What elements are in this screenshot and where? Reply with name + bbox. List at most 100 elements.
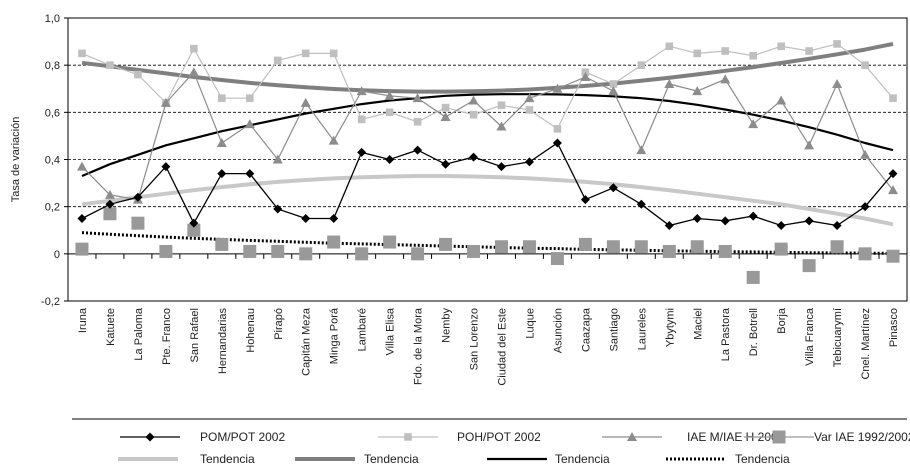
data-point-triangle [328,135,339,145]
y-tick-label: 1,0 [45,13,60,25]
data-point-triangle [496,121,507,131]
data-point-diamond [105,199,115,209]
series-line [81,43,894,130]
x-category-label: Tebicuarymí [832,308,844,367]
x-category-label: Hohenau [245,308,257,353]
x-category-label: Hernandarias [217,308,229,375]
data-point-diamond [888,169,898,179]
data-point-big-square [772,430,786,444]
data-point-diamond [357,147,367,157]
x-category-label: Minga Porá [329,307,341,364]
trend-line [81,174,894,227]
data-point-diamond [273,204,283,214]
data-point-big-square [858,247,872,261]
legend-item: Tendencia [295,452,419,466]
data-point-triangle [636,145,647,155]
data-point-triangle [580,71,591,81]
data-point-big-square [271,244,285,258]
data-point-big-square [690,240,704,254]
data-point-square [497,101,506,110]
series-pom-pot-2002 [77,138,898,231]
x-category-label: Dr. Botrell [748,308,760,356]
data-point-diamond [804,216,814,226]
x-category-label: Santiago [608,308,620,351]
x-category-label: Pirapó [273,308,285,340]
legend-label: Tendencia [200,452,255,466]
x-category-label: Ciudad del Este [496,308,508,386]
x-category-label: San Rafael [189,308,201,362]
x-category-label: Cnel. Martínez [860,308,872,380]
data-point-diamond [441,159,451,169]
data-point-big-square [299,247,313,261]
data-point-diamond [77,213,87,223]
legend: POM/POT 2002 POH/POT 2002 IAE M/IAE H 2002… [72,418,910,466]
x-category-label: La Pastora [720,307,732,361]
data-point-square [301,49,310,58]
data-point-triangle [76,161,87,171]
data-point-square [413,117,422,126]
data-point-triangle [608,86,619,96]
legend-label: Tendencia [364,452,419,466]
data-point-diamond [217,169,227,179]
data-point-triangle [188,67,199,77]
data-point-square [245,94,254,102]
x-category-label: Ybytymi [664,308,676,347]
data-point-triangle [748,119,759,129]
trend-lines [81,41,894,255]
x-category-label: Pinasco [888,308,900,347]
data-point-square [357,115,366,124]
data-point-diamond [832,221,842,231]
trend-line [81,41,894,94]
data-point-diamond [301,213,311,223]
legend-item: Tendencia [487,452,610,466]
data-point-diamond [145,432,155,442]
legend-label: IAE M/IAE H 2002 [687,430,785,444]
data-point-triangle [860,149,871,159]
legend-item: Tendencia [118,452,255,466]
data-point-diamond [860,202,870,212]
data-point-big-square [606,240,620,254]
series-poh-pot-2002 [78,40,897,133]
data-point-diamond [580,195,590,205]
data-point-square [190,44,198,53]
data-point-diamond [692,213,702,223]
legend-item: Var IAE 1992/2002 [744,430,910,444]
legend-label: Tendencia [555,452,610,466]
data-point-triangle [216,137,227,147]
data-point-big-square [774,242,788,256]
series-line [81,142,894,227]
data-point-triangle [300,97,311,107]
x-category-label: La Paloma [133,307,145,360]
series-iae-m-iae-h-2002 [76,67,899,204]
data-point-square [525,106,534,114]
data-point-square [106,61,114,69]
series-var-iae-1992-2002 [75,207,900,284]
data-point-diamond [133,192,143,202]
data-point-big-square [634,240,648,254]
x-category-label: Lambaré [357,308,369,351]
data-point-square [385,108,394,117]
data-point-big-square [439,237,453,251]
data-point-square [78,49,86,58]
data-point-triangle [440,112,451,122]
data-point-square [777,42,785,51]
data-point-diamond [748,211,758,221]
data-point-big-square [578,237,592,251]
trend-line [81,93,894,178]
data-point-big-square [830,240,844,254]
data-point-square [665,42,674,51]
data-point-big-square [662,244,676,258]
x-category-label: Iruna [77,307,89,333]
legend-item: IAE M/IAE H 2002 [602,430,785,444]
x-category-label: Villa Elisa [385,307,397,355]
data-point-square [469,110,478,119]
plot-frame [67,17,908,302]
x-category-label: Caazapa [580,307,592,352]
data-series [75,40,900,284]
data-point-diamond [469,152,479,162]
x-category-label: Fdo. de la Mora [413,307,425,385]
data-point-square [609,80,618,88]
data-point-triangle [468,95,479,105]
data-point-square [441,103,450,112]
